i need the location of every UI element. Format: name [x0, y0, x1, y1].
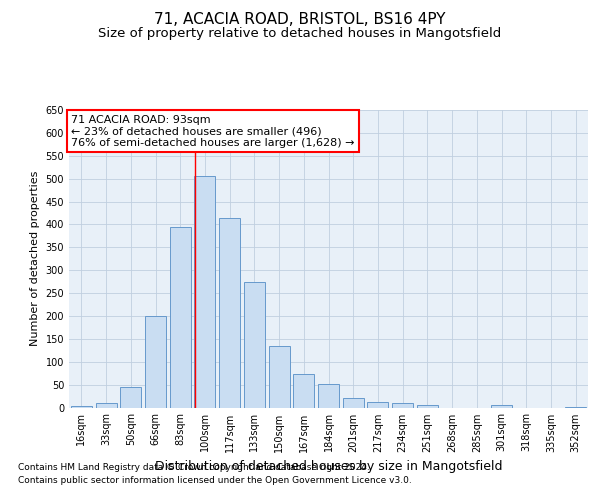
Text: 71, ACACIA ROAD, BRISTOL, BS16 4PY: 71, ACACIA ROAD, BRISTOL, BS16 4PY	[154, 12, 446, 28]
Text: Contains HM Land Registry data © Crown copyright and database right 2024.: Contains HM Land Registry data © Crown c…	[18, 462, 370, 471]
Text: Contains public sector information licensed under the Open Government Licence v3: Contains public sector information licen…	[18, 476, 412, 485]
Bar	[293, 374, 314, 408]
Bar	[343, 398, 364, 407]
Bar	[71, 406, 92, 407]
Bar	[120, 387, 141, 407]
Bar	[145, 316, 166, 408]
Bar	[392, 404, 413, 407]
Bar	[318, 384, 339, 407]
Text: Size of property relative to detached houses in Mangotsfield: Size of property relative to detached ho…	[98, 28, 502, 40]
Text: 71 ACACIA ROAD: 93sqm
← 23% of detached houses are smaller (496)
76% of semi-det: 71 ACACIA ROAD: 93sqm ← 23% of detached …	[71, 114, 355, 148]
Bar	[244, 282, 265, 408]
X-axis label: Distribution of detached houses by size in Mangotsfield: Distribution of detached houses by size …	[155, 460, 502, 473]
Bar	[269, 346, 290, 408]
Bar	[367, 402, 388, 407]
Bar	[219, 218, 240, 408]
Bar	[95, 403, 116, 407]
Bar	[194, 176, 215, 408]
Y-axis label: Number of detached properties: Number of detached properties	[30, 171, 40, 346]
Bar	[565, 406, 586, 408]
Bar	[491, 405, 512, 407]
Bar	[417, 405, 438, 407]
Bar	[170, 226, 191, 408]
